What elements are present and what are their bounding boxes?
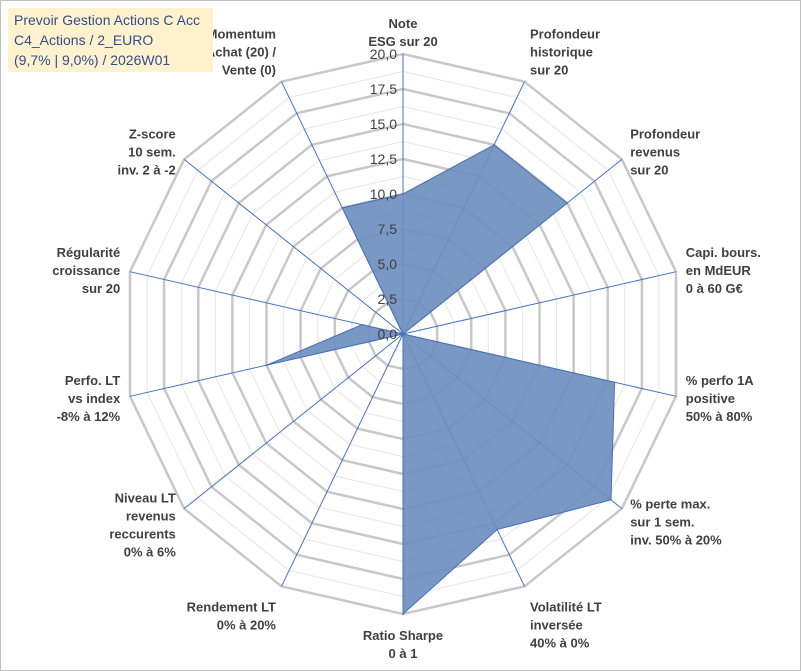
axis-label: % perfo 1A positive 50% à 80% [686,373,755,424]
data-point [610,499,612,501]
axis-label: Rendement LT 0% à 20% [187,600,277,633]
axis-label: Ratio Sharpe 0 à 1 [363,628,443,661]
axis-label: Note ESG sur 20 [368,16,437,49]
axis-label: Volatilité LT inversée 40% à 0% [530,600,602,651]
axis-spoke [183,333,404,509]
tick-label: 12,5 [370,151,397,167]
tick-label: 10,0 [370,186,397,202]
axis-label: Momentum Achat (20) / Vente (0) [206,27,276,78]
axis-label: Profondeur revenus sur 20 [630,127,700,178]
data-point [402,333,404,335]
tick-label: 0,0 [378,326,398,342]
axis-label: Capi. bours. en MdEUR 0 à 60 G€ [686,245,761,296]
data-point [402,193,404,195]
data-point [341,207,344,209]
axis-label: Perfo. LT vs index -8% à 12% [57,373,121,424]
data-point [613,381,616,384]
tick-label: 15,0 [370,116,397,132]
axis-label: Régularité croissance sur 20 [52,245,120,296]
chart-title-line-2: C4_Actions / 2_EURO [14,32,154,48]
series-area [266,144,616,616]
axis-label: Z-score 10 sem. inv. 2 à -2 [118,127,176,178]
data-point [402,613,404,615]
tick-label: 2,5 [378,291,398,307]
data-point [361,323,363,326]
chart-title-box: Prevoir Gestion Actions C Acc C4_Actions… [8,8,213,72]
data-point [493,144,495,146]
data-point [265,364,268,367]
chart-title-line-3: (9,7% | 9,0%) / 2026W01 [14,52,171,68]
axis-label: Profondeur historique sur 20 [530,27,600,78]
tick-label: 20,0 [370,46,397,62]
chart-title-line-1: Prevoir Gestion Actions C Acc [14,12,200,28]
data-point [566,202,568,204]
axis-label: Niveau LT revenus reccurents 0% à 6% [109,490,176,559]
tick-label: 7,5 [378,221,398,237]
axis-spoke [129,271,404,335]
tick-label: 17,5 [370,81,397,97]
tick-label: 5,0 [378,256,398,272]
axis-spoke [402,271,677,335]
data-point [496,528,499,531]
axis-spoke [183,159,404,335]
axis-label: % perte max. sur 1 sem. inv. 50% à 20% [630,497,722,548]
axis-spoke [281,333,404,587]
